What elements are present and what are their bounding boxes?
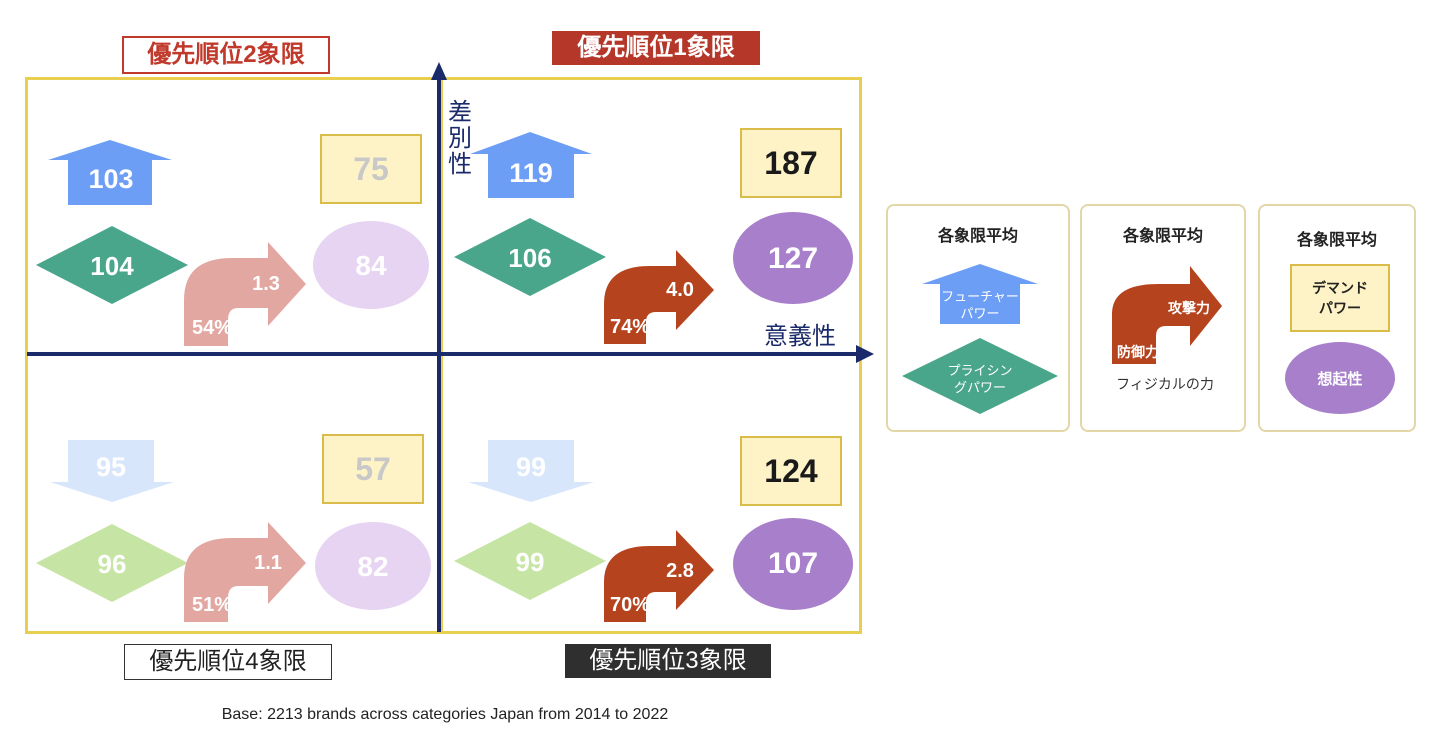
q4-future-power-arrow bbox=[50, 440, 174, 502]
q4-pricing-power-value: 96 bbox=[97, 549, 127, 579]
q2-demand-power-box: 75 bbox=[320, 134, 422, 204]
q4-pricing-power-diamond bbox=[36, 524, 188, 602]
q1-pricing-power-value: 106 bbox=[508, 243, 552, 273]
q1-attack-defense-curve bbox=[604, 250, 714, 344]
axes bbox=[27, 62, 874, 632]
legend-future-power-arrow bbox=[922, 264, 1038, 324]
q4-attack-value: 1.1 bbox=[254, 552, 282, 574]
q1-future-power-value: 119 bbox=[509, 158, 553, 188]
quadrant-4-label: 優先順位4象限 bbox=[124, 644, 332, 680]
quadrant-1-label: 優先順位1象限 bbox=[552, 31, 760, 65]
q2-attack-value: 1.3 bbox=[252, 273, 280, 295]
legend-attack-label: 攻撃力 bbox=[1168, 300, 1210, 316]
legend-demand-power-box: デマンド パワー bbox=[1290, 264, 1390, 332]
legend-card-2-title: 各象限平均 bbox=[1122, 228, 1203, 245]
legend-card-3-shapes bbox=[1285, 342, 1395, 414]
y-axis-arrowhead bbox=[431, 62, 447, 80]
x-axis-arrowhead bbox=[856, 345, 874, 363]
q2-salience-value: 84 bbox=[355, 250, 387, 281]
q4-demand-power-box: 57 bbox=[322, 434, 424, 504]
q1-salience-value: 127 bbox=[767, 242, 819, 275]
legend-demand-power-label-1: デマンド bbox=[1312, 280, 1368, 296]
legend-future-power-label-1: フューチャー bbox=[941, 289, 1019, 304]
q4-attack-defense-curve bbox=[184, 522, 306, 622]
q2-future-power-value: 103 bbox=[88, 164, 134, 194]
q4-salience-circle bbox=[315, 522, 431, 610]
q3-attack-value: 2.8 bbox=[666, 560, 694, 582]
q2-future-power-arrow bbox=[48, 140, 172, 205]
y-axis-label: 差別性 bbox=[448, 99, 472, 178]
q3-pricing-power-diamond bbox=[454, 522, 606, 600]
legend-card-demand: 各象限平均 デマンド パワー 想起性 bbox=[1258, 204, 1416, 432]
q2-attack-defense-curve bbox=[184, 242, 306, 346]
legend-card-2-shapes bbox=[1112, 266, 1222, 364]
legend-pricing-power-label-1: プライシン bbox=[947, 363, 1013, 378]
q1-future-power-arrow bbox=[470, 132, 592, 198]
q4-salience-value: 82 bbox=[357, 551, 389, 582]
q3-pricing-power-value: 99 bbox=[515, 547, 545, 577]
legend-demand-power-label-2: パワー bbox=[1319, 300, 1361, 316]
q3-defense-value: 70% bbox=[609, 594, 651, 616]
legend-physical-label: フィジカルの力 bbox=[1116, 376, 1214, 392]
legend-attack-defense-curve bbox=[1112, 266, 1222, 364]
q3-future-power-arrow bbox=[468, 440, 594, 502]
q2-salience-circle bbox=[313, 221, 429, 309]
q4-defense-value: 51% bbox=[191, 594, 233, 616]
legend-card-1-title: 各象限平均 bbox=[937, 228, 1018, 245]
q2-pricing-power-value: 104 bbox=[90, 251, 134, 281]
legend-card-physical: 各象限平均 攻撃力 防御力 フィジカルの力 bbox=[1080, 204, 1246, 432]
q3-salience-circle bbox=[733, 518, 853, 610]
base-note: Base: 2213 brands across categories Japa… bbox=[221, 706, 669, 723]
q1-salience-circle bbox=[733, 212, 853, 304]
legend-defense-label: 防御力 bbox=[1117, 344, 1159, 360]
x-axis-label: 意義性 bbox=[764, 323, 836, 350]
q3-salience-value: 107 bbox=[767, 547, 819, 580]
legend-future-power-label-2: パワー bbox=[960, 306, 1000, 321]
q1-defense-value: 74% bbox=[609, 316, 651, 338]
quadrant-3-label: 優先順位3象限 bbox=[565, 644, 771, 678]
q1-pricing-power-diamond bbox=[454, 218, 606, 296]
q3-demand-power-box: 124 bbox=[740, 436, 842, 506]
legend-pricing-power-label-2: グパワー bbox=[953, 380, 1006, 395]
legend-card-power: 各象限平均 フューチャー パワー プライシン グパワー bbox=[886, 204, 1070, 432]
quadrant-2-label: 優先順位2象限 bbox=[122, 36, 330, 74]
q2-defense-value: 54% bbox=[191, 317, 233, 339]
q1-attack-value: 4.0 bbox=[666, 279, 694, 301]
q4-future-power-value: 95 bbox=[95, 452, 127, 482]
legend-pricing-power-diamond bbox=[902, 338, 1058, 414]
legend-salience-label: 想起性 bbox=[1317, 371, 1363, 388]
q2-pricing-power-diamond bbox=[36, 226, 188, 304]
legend-card-1-shapes bbox=[902, 264, 1058, 414]
q3-attack-defense-curve bbox=[604, 530, 714, 622]
legend-salience-circle bbox=[1285, 342, 1395, 414]
q3-future-power-value: 99 bbox=[515, 452, 547, 482]
legend-card-3-title: 各象限平均 bbox=[1296, 232, 1377, 249]
q1-demand-power-box: 187 bbox=[740, 128, 842, 198]
